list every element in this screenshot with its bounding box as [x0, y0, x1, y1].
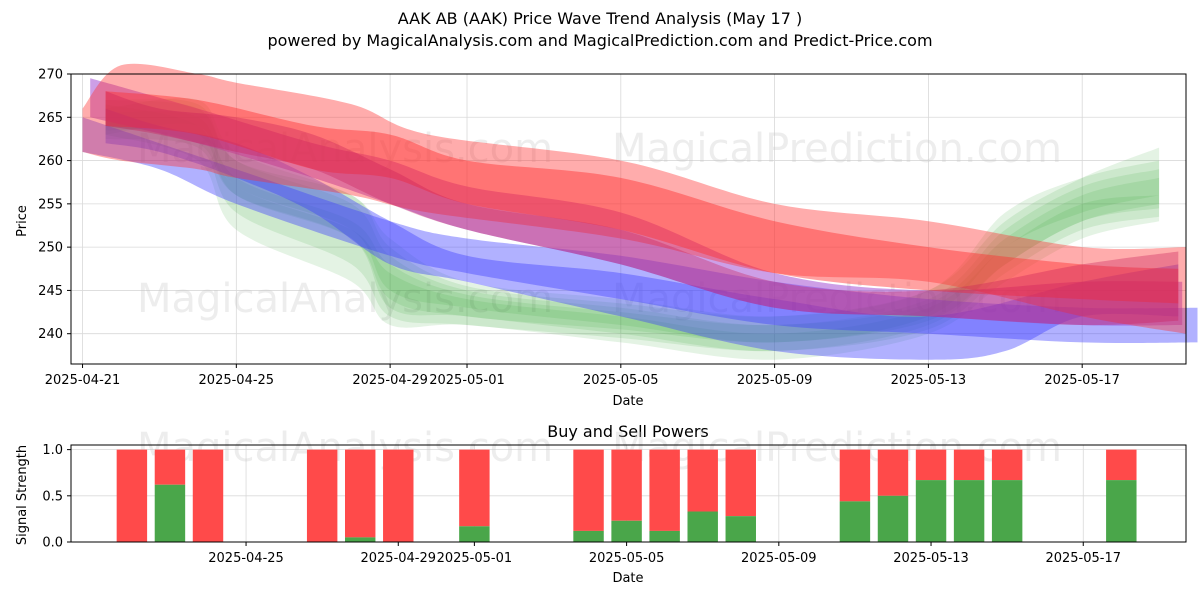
price-x-tick-label: 2025-04-29: [352, 373, 428, 388]
watermark-analysis-mid: MagicalAnalysis.com: [137, 276, 553, 322]
wave-band-purple-7: [90, 78, 1183, 326]
sell-bar-2025-04-22: [116, 449, 148, 542]
sell-bar-2025-04-24: [192, 449, 224, 542]
buy-bar-2025-04-23: [154, 484, 186, 542]
powers-bars: [116, 449, 1137, 542]
buy-bar-2025-05-04: [573, 530, 604, 542]
price-x-tick-label: 2025-05-09: [737, 373, 813, 388]
price-y-tick-label: 270: [38, 68, 63, 83]
price-x-tick-label: 2025-05-05: [583, 373, 659, 388]
powers-x-tick-label: 2025-05-17: [1045, 551, 1121, 566]
sell-bar-2025-04-29: [383, 449, 414, 542]
price-x-tick-label: 2025-05-17: [1044, 373, 1120, 388]
price-y-tick-label: 250: [38, 241, 63, 256]
powers-x-tick-label: 2025-04-25: [208, 551, 284, 566]
powers-x-tick-label: 2025-04-29: [360, 551, 436, 566]
chart-subtitle: powered by MagicalAnalysis.com and Magic…: [267, 31, 933, 50]
buy-bar-2025-05-06: [649, 530, 680, 542]
sell-bar-2025-05-04: [573, 449, 604, 531]
price-x-tick-label: 2025-04-25: [199, 373, 275, 388]
price-y-tick-label: 240: [38, 327, 63, 342]
sell-bar-2025-05-15: [991, 449, 1023, 481]
chart-title: AAK AB (AAK) Price Wave Trend Analysis (…: [397, 9, 803, 28]
wave-band-red-9: [105, 91, 1179, 304]
powers-y-tick-label: 0.5: [42, 489, 63, 504]
buy-bar-2025-05-18: [1106, 480, 1137, 542]
buy-bar-2025-05-08: [725, 516, 756, 542]
watermark-prediction-bottom: MagicalPrediction.com: [612, 425, 1062, 471]
sell-bar-2025-05-08: [725, 449, 756, 517]
powers-y-axis-label: Signal Strength: [15, 445, 30, 545]
powers-plot-frame: [70, 444, 1187, 543]
buy-bar-2025-05-12: [877, 495, 909, 542]
powers-x-tick-label: 2025-05-05: [589, 551, 665, 566]
price-x-axis-label: Date: [612, 394, 643, 409]
powers-x-tick-label: 2025-05-13: [893, 551, 969, 566]
powers-chart-axes: 0.0 0.5 1.0 2025-04-25 2025-04-29 2025-05-01 2…: [42, 443, 1187, 566]
buy-bar-2025-05-15: [991, 480, 1023, 542]
powers-y-tick-label: 0.0: [42, 536, 63, 551]
price-y-tick-label: 260: [38, 154, 63, 169]
wave-band-crimson-10: [105, 91, 1179, 326]
sell-bar-2025-05-01: [459, 449, 490, 527]
sell-bar-2025-05-18: [1106, 449, 1137, 481]
price-x-tick-label: 2025-05-13: [891, 373, 967, 388]
buy-bar-2025-05-05: [611, 520, 642, 542]
wave-band-red-8: [82, 63, 1186, 334]
powers-chart-title: Buy and Sell Powers: [547, 422, 709, 441]
sell-bar-2025-04-27: [306, 449, 338, 542]
price-wave-bands: [82, 63, 1198, 360]
price-y-tick-label: 255: [38, 197, 63, 212]
sell-bar-2025-04-23: [154, 449, 186, 485]
buy-bar-2025-05-01: [459, 526, 490, 542]
sell-bar-2025-05-06: [649, 449, 680, 531]
sell-bar-2025-05-12: [877, 449, 909, 496]
sell-bar-2025-05-07: [687, 449, 718, 512]
powers-y-tick-label: 1.0: [42, 443, 63, 458]
buy-bar-2025-04-28: [344, 537, 376, 542]
sell-bar-2025-05-14: [953, 449, 985, 481]
buy-bar-2025-05-13: [915, 480, 947, 542]
price-chart-axes: 240 245 250 255 260 265 270 2025-04-21 2025-04-2…: [38, 68, 1187, 388]
price-y-tick-label: 245: [38, 284, 63, 299]
buy-bar-2025-05-11: [839, 501, 871, 542]
price-plot-frame: [70, 73, 1187, 365]
price-x-tick-label: 2025-05-01: [429, 373, 505, 388]
buy-bar-2025-05-14: [953, 480, 985, 542]
powers-x-axis-label: Date: [612, 571, 643, 586]
sell-bar-2025-04-28: [344, 449, 376, 538]
wave-band-green-0: [105, 104, 1160, 360]
price-y-axis-label: Price: [15, 205, 30, 237]
sell-bar-2025-05-05: [611, 449, 642, 521]
powers-x-tick-label: 2025-05-09: [741, 551, 817, 566]
sell-bar-2025-05-13: [915, 449, 947, 481]
price-x-tick-label: 2025-04-21: [45, 373, 121, 388]
sell-bar-2025-05-11: [839, 449, 871, 502]
buy-bar-2025-05-07: [687, 511, 718, 542]
price-y-tick-label: 265: [38, 111, 63, 126]
wave-band-blue-6: [105, 108, 1179, 360]
watermark-prediction-top: MagicalPrediction.com: [612, 126, 1062, 172]
powers-x-tick-label: 2025-05-01: [437, 551, 513, 566]
